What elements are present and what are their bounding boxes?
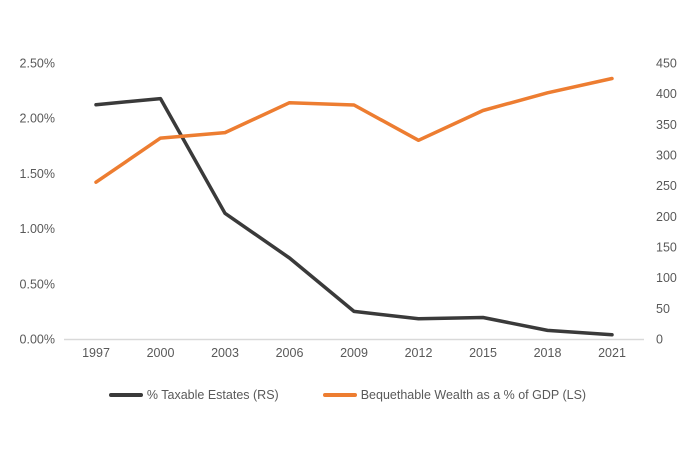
right-axis-tick-label: 100 bbox=[656, 271, 677, 285]
right-axis-tick-label: 300 bbox=[656, 149, 677, 163]
right-axis-tick-label: 250 bbox=[656, 179, 677, 193]
x-axis-year-label: 1997 bbox=[82, 346, 110, 360]
legend-line-swatch-dark bbox=[108, 393, 143, 397]
right-axis-tick-label: 350 bbox=[656, 118, 677, 132]
series-line-bequethable-wealth bbox=[94, 76, 614, 184]
legend-label-bequethable-wealth: Bequethable Wealth as a % of GDP (LS) bbox=[360, 388, 587, 402]
left-axis-tick-label: 1.50% bbox=[20, 167, 55, 181]
x-axis-year-label: 2006 bbox=[276, 346, 304, 360]
x-axis-year-label: 2021 bbox=[598, 346, 626, 360]
left-axis-tick-label: 0.00% bbox=[20, 333, 55, 347]
right-axis-tick-label: 400 bbox=[656, 87, 677, 101]
chart-legend: % Taxable Estates (RS) Bequethable Wealt… bbox=[0, 388, 695, 402]
left-axis-tick-label: 2.00% bbox=[20, 112, 55, 126]
right-axis-tick-label: 200 bbox=[656, 210, 677, 224]
left-axis-tick-label: 0.50% bbox=[20, 277, 55, 291]
right-axis-tick-label: 450 bbox=[656, 57, 677, 71]
x-axis-year-label: 2018 bbox=[534, 346, 562, 360]
right-axis-tick-label: 0 bbox=[656, 333, 663, 347]
left-axis-tick-label: 2.50% bbox=[20, 57, 55, 71]
legend-item-taxable-estates: % Taxable Estates (RS) bbox=[108, 388, 279, 402]
x-axis-year-label: 2003 bbox=[211, 346, 239, 360]
x-axis-year-label: 2000 bbox=[147, 346, 175, 360]
legend-line-swatch-orange bbox=[322, 393, 357, 397]
legend-item-bequethable-wealth: Bequethable Wealth as a % of GDP (LS) bbox=[322, 388, 587, 402]
right-axis-tick-label: 150 bbox=[656, 241, 677, 255]
legend-label-taxable-estates: % Taxable Estates (RS) bbox=[146, 388, 279, 402]
x-axis-year-label: 2015 bbox=[469, 346, 497, 360]
series-line-taxable-estates bbox=[94, 96, 614, 337]
right-axis-tick-label: 50 bbox=[656, 302, 670, 316]
x-axis-year-label: 2009 bbox=[340, 346, 368, 360]
x-axis-year-label: 2012 bbox=[405, 346, 433, 360]
left-axis-tick-label: 1.00% bbox=[20, 222, 55, 236]
